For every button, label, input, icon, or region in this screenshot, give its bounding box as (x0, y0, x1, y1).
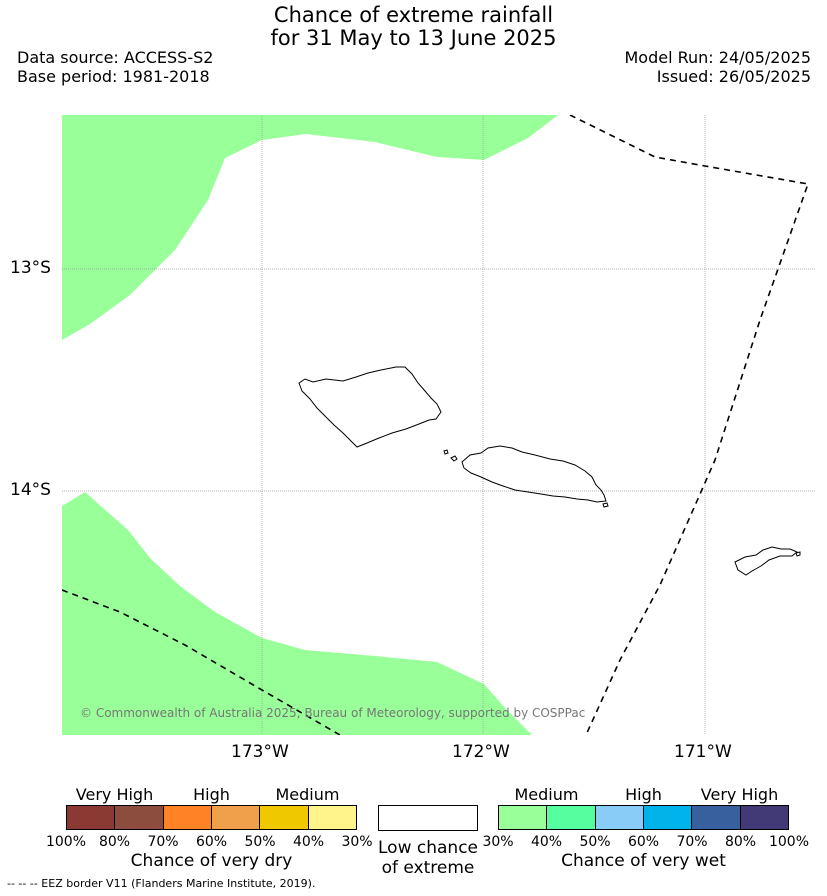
base-period-text: Base period: 1981-2018 (17, 67, 210, 86)
wet-tick-label: 100% (768, 834, 810, 850)
longitude-label-172w: 172°W (452, 742, 510, 762)
eez-border-footnote: -- -- -- EEZ border V11 (Flanders Marine… (7, 877, 316, 890)
wet-colorbar (498, 805, 789, 830)
latitude-label-13s: 13°S (10, 258, 51, 278)
data-source-text: Data source: ACCESS-S2 (17, 48, 214, 67)
wet-swatch-2 (595, 806, 644, 829)
wet-swatch-4 (692, 806, 741, 829)
wet-tick-label: 80% (724, 834, 757, 850)
apolima-islet (443, 449, 449, 455)
medium-wet-region-south (62, 492, 532, 735)
copyright-notice: © Commonwealth of Australia 2025, Bureau… (80, 706, 586, 720)
dry-swatch-1 (115, 806, 164, 829)
dry-swatch-5 (308, 806, 356, 829)
wet-swatch-3 (643, 806, 693, 829)
chart-title-line-1: Chance of extreme rainfall (273, 3, 554, 27)
wet-tick-label: 50% (579, 834, 611, 850)
low-chance-label-line-1: Low chance (378, 838, 478, 858)
upolu-island (461, 445, 607, 503)
manono-islet (450, 455, 458, 462)
medium-wet-region-north (62, 115, 558, 340)
low-chance-label: Low chance of extreme (365, 838, 491, 878)
dry-tick-label: 80% (98, 834, 131, 850)
dry-swatch-4 (260, 806, 309, 829)
longitude-label-171w: 171°W (674, 742, 732, 762)
eez-border-east (569, 115, 810, 735)
low-chance-label-line-2: of extreme (381, 858, 475, 878)
gridlines (62, 115, 815, 735)
dry-swatch-0 (67, 806, 116, 829)
dry-tick-label: 60% (195, 834, 228, 850)
wet-tick-label: 70% (676, 834, 708, 850)
dry-colorbar (66, 805, 357, 830)
dry-swatch-2 (163, 806, 212, 829)
wet-high-label: High (625, 785, 662, 804)
model-run-text: Model Run: 24/05/2025 (624, 48, 812, 67)
dry-tick-label: 70% (147, 834, 179, 850)
dry-tick-label: 30% (341, 834, 373, 850)
issued-date-text: Issued: 26/05/2025 (656, 67, 811, 86)
longitude-label-173w: 173°W (231, 742, 289, 762)
wet-swatch-0 (499, 806, 548, 829)
aunuu-islet (795, 551, 801, 557)
latitude-label-14s: 14°S (10, 480, 51, 500)
wet-tick-label: 60% (627, 834, 660, 850)
dry-tick-label: 40% (292, 834, 325, 850)
eez-border-southwest (62, 589, 341, 735)
dry-very-high-label: Very High (75, 785, 154, 804)
dry-medium-label: Medium (275, 785, 340, 804)
savaii-island (298, 366, 442, 448)
nuutele-islet (602, 502, 609, 508)
dry-legend-title: Chance of very dry (130, 851, 293, 871)
dry-tick-label: 100% (45, 834, 87, 850)
dry-tick-label: 50% (244, 834, 276, 850)
dry-high-label: High (193, 785, 230, 804)
chart-title-line-2: for 31 May to 13 June 2025 (270, 26, 557, 50)
wet-swatch-1 (547, 806, 596, 829)
wet-legend-title: Chance of very wet (561, 851, 726, 871)
tutuila-island (734, 546, 798, 576)
wet-tick-label: 40% (530, 834, 563, 850)
wet-medium-label: Medium (514, 785, 579, 804)
wet-very-high-label: Very High (700, 785, 779, 804)
wet-swatch-5 (740, 806, 788, 829)
wet-tick-label: 30% (482, 834, 514, 850)
low-chance-swatch (378, 805, 478, 831)
dry-swatch-3 (211, 806, 261, 829)
